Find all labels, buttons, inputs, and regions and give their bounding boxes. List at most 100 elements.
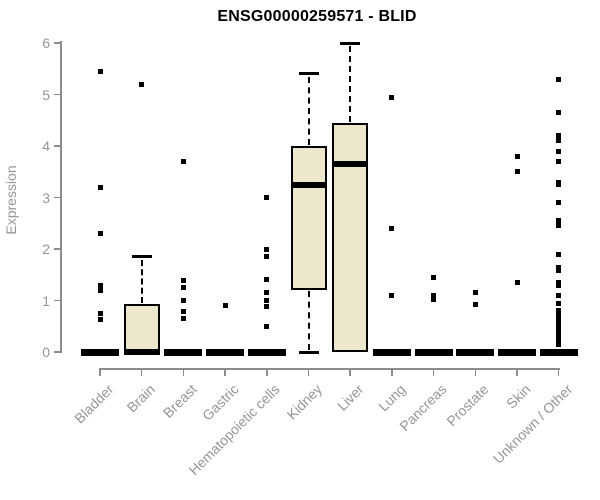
outlier-point: [472, 301, 478, 307]
x-tick: [266, 368, 268, 376]
x-category-label: Prostate: [443, 381, 492, 430]
x-category-label: Breast: [159, 381, 200, 421]
y-tick: [54, 299, 60, 302]
outlier-point: [556, 323, 562, 329]
outlier-point: [264, 304, 270, 310]
box-median: [81, 348, 119, 356]
outlier-point: [556, 251, 562, 257]
outlier-point: [556, 76, 562, 82]
x-tick: [307, 368, 310, 376]
y-tick: [54, 93, 60, 96]
outlier-point: [97, 184, 103, 190]
outlier-point: [97, 231, 103, 237]
outlier-point: [556, 339, 562, 345]
x-category-label: Lung: [374, 381, 409, 415]
outlier-point: [180, 284, 186, 290]
outlier-point: [431, 274, 437, 280]
outlier-point: [556, 282, 562, 288]
outlier-point: [556, 341, 562, 347]
y-tick-label: 2: [42, 241, 50, 257]
box-median: [247, 348, 286, 356]
outlier-point: [97, 68, 103, 74]
outlier-point: [556, 312, 562, 318]
outlier-point: [556, 292, 562, 298]
x-tick: [224, 368, 226, 376]
outlier-point: [556, 326, 562, 332]
outlier-point: [97, 310, 103, 316]
x-category-label: Liver: [333, 381, 367, 414]
x-tick: [182, 368, 185, 376]
outlier-point: [222, 303, 228, 309]
outlier-point: [556, 321, 562, 327]
whisker-cap-lower: [298, 350, 319, 354]
x-category-label: Bladder: [70, 381, 117, 427]
x-tick: [391, 368, 393, 376]
box-whisker-upper: [307, 76, 310, 145]
box-median: [332, 161, 369, 168]
outlier-point: [139, 81, 145, 87]
outlier-point: [556, 223, 562, 229]
outlier-point: [97, 287, 103, 293]
box-plot-box: [123, 304, 160, 352]
outlier-point: [556, 315, 562, 321]
box-median: [290, 181, 327, 188]
outlier-point: [180, 315, 186, 321]
outlier-point: [556, 318, 562, 324]
outlier-point: [556, 220, 562, 226]
outlier-point: [556, 328, 562, 334]
outlier-point: [556, 268, 562, 274]
y-tick-label: 5: [42, 86, 50, 103]
outlier-point: [180, 298, 186, 303]
outlier-point: [514, 279, 520, 285]
outlier-point: [180, 309, 186, 315]
outlier-point: [389, 225, 395, 231]
outlier-point: [556, 334, 562, 340]
outlier-point: [556, 133, 562, 139]
x-tick: [557, 368, 560, 376]
x-tick: [516, 368, 518, 376]
x-axis-line: [100, 368, 560, 370]
y-tick: [54, 42, 60, 44]
box-median: [456, 348, 495, 356]
outlier-point: [389, 94, 395, 100]
outlier-point: [556, 300, 562, 306]
outlier-point: [264, 277, 270, 283]
outlier-point: [514, 153, 520, 159]
outlier-point: [556, 158, 562, 164]
whisker-cap-upper: [298, 72, 319, 76]
x-category-label: Unknown / Other: [489, 381, 576, 467]
x-tick: [349, 368, 351, 376]
y-tick: [54, 351, 60, 353]
x-tick: [474, 368, 477, 376]
y-tick-label: 0: [42, 344, 50, 360]
box-median: [164, 348, 203, 356]
outlier-point: [556, 336, 562, 342]
box-whisker-upper: [349, 46, 352, 122]
box-median: [123, 349, 160, 355]
outlier-point: [472, 290, 478, 296]
y-tick-label: 4: [42, 138, 50, 154]
outlier-point: [97, 282, 103, 288]
outlier-point: [264, 195, 270, 200]
x-tick: [140, 368, 143, 376]
y-tick: [54, 145, 60, 147]
x-category-label: Kidney: [283, 381, 325, 423]
outlier-point: [556, 179, 562, 185]
x-tick: [432, 368, 435, 376]
outlier-point: [264, 290, 270, 296]
box-whisker-lower: [307, 291, 310, 350]
outlier-point: [556, 182, 562, 188]
outlier-point: [556, 148, 562, 154]
y-tick: [54, 196, 60, 199]
box-median: [372, 348, 411, 356]
outlier-point: [556, 264, 562, 270]
y-axis-line: [60, 41, 62, 353]
outlier-point: [556, 308, 562, 314]
box-median: [498, 348, 536, 356]
outlier-point: [264, 323, 270, 329]
box-plot-box: [332, 122, 369, 352]
x-category-label: Skin: [502, 381, 534, 412]
outlier-point: [180, 158, 186, 164]
